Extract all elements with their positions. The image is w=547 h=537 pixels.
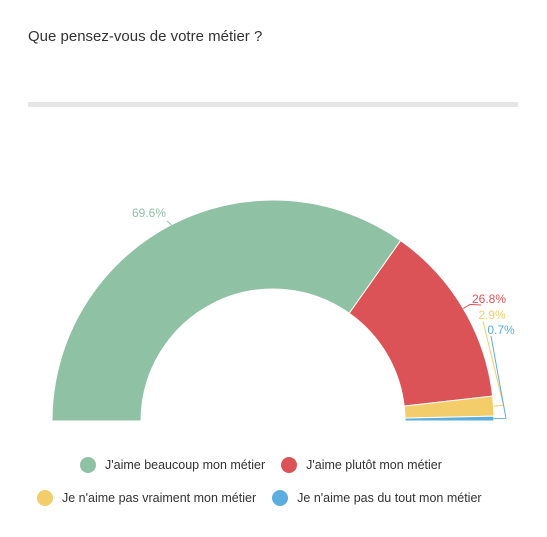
title-divider bbox=[28, 102, 518, 107]
data-label-1: 69.6% bbox=[132, 206, 166, 220]
legend-label: Je n'aime pas vraiment mon métier bbox=[62, 491, 257, 505]
legend-marker bbox=[272, 490, 289, 506]
legend-label: J'aime plutôt mon métier bbox=[306, 458, 442, 472]
legend-item-pas-du-tout[interactable]: Je n'aime pas du tout mon métier bbox=[272, 490, 482, 506]
chart-title: Que pensez-vous de votre métier ? bbox=[28, 28, 263, 45]
slice-4[interactable] bbox=[404, 415, 495, 422]
label-connector-1 bbox=[166, 220, 172, 226]
legend-label: J'aime beaucoup mon métier bbox=[105, 458, 266, 472]
data-label-2: 26.8% bbox=[472, 292, 506, 306]
legend-item-pas-vraiment[interactable]: Je n'aime pas vraiment mon métier bbox=[37, 490, 256, 506]
label-connector-2 bbox=[462, 303, 482, 309]
label-connector-4 bbox=[490, 335, 507, 420]
legend-marker bbox=[37, 490, 53, 506]
legend-item-beaucoup[interactable]: J'aime beaucoup mon métier bbox=[80, 457, 265, 473]
legend-marker bbox=[80, 457, 96, 473]
legend-label: Je n'aime pas du tout mon métier bbox=[297, 491, 482, 505]
legend-item-plutot[interactable]: J'aime plutôt mon métier bbox=[281, 457, 442, 473]
data-label-3: 2.9% bbox=[478, 308, 506, 322]
legend-row-2: Je n'aime pas vraiment mon métier Je n'a… bbox=[37, 490, 482, 506]
legend-row-1: J'aime beaucoup mon métier J'aime plutôt… bbox=[80, 457, 442, 473]
legend-marker bbox=[281, 457, 298, 473]
slice-1[interactable] bbox=[51, 199, 402, 422]
data-label-4: 0.7% bbox=[487, 323, 515, 337]
